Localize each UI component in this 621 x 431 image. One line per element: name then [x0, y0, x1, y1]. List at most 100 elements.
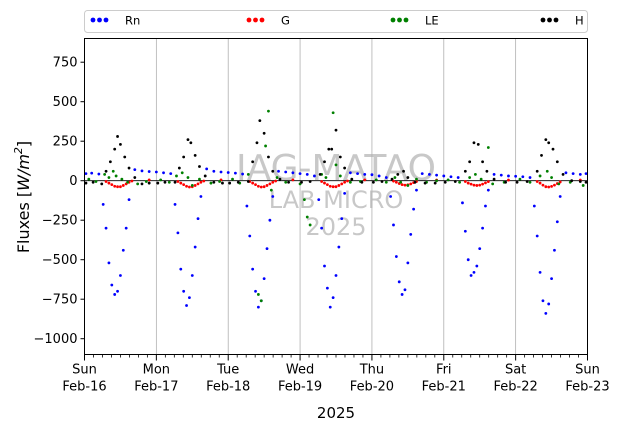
point-h	[267, 155, 270, 159]
point-h	[485, 169, 489, 173]
point-g	[113, 184, 117, 188]
legend-marker	[103, 17, 109, 23]
point-rn	[193, 245, 197, 249]
point-g	[394, 180, 398, 184]
point-rn	[528, 176, 532, 179]
point-rn	[116, 289, 119, 293]
point-rn	[245, 204, 249, 208]
point-g	[475, 184, 479, 187]
point-h	[525, 180, 529, 183]
point-le	[198, 177, 201, 181]
point-rn	[499, 173, 503, 177]
point-rn	[119, 274, 122, 277]
point-h	[544, 138, 548, 142]
point-h	[413, 180, 417, 184]
point-rn	[541, 299, 545, 303]
point-rn	[124, 226, 128, 230]
point-rn	[179, 267, 183, 271]
legend-entry-h: H	[540, 14, 584, 28]
point-rn	[107, 261, 111, 265]
point-rn	[104, 226, 108, 230]
point-h	[177, 166, 181, 170]
grid-lines	[84, 38, 588, 355]
point-rn	[449, 175, 453, 179]
point-h	[203, 174, 207, 178]
point-h	[278, 177, 282, 181]
point-g	[334, 185, 338, 189]
point-g	[196, 182, 200, 186]
point-le	[348, 180, 352, 184]
point-rn	[90, 171, 94, 175]
point-h	[535, 169, 539, 173]
point-rn	[377, 174, 381, 178]
point-rn	[394, 255, 398, 258]
point-rn	[340, 217, 344, 221]
point-rn	[389, 195, 393, 198]
point-rn	[212, 169, 216, 173]
point-h	[402, 169, 405, 173]
point-le	[406, 184, 410, 187]
point-rn	[188, 296, 191, 300]
point-g	[182, 183, 186, 187]
point-rn	[400, 293, 404, 296]
watermark: IAG-MATAO LAB MICRO 2025	[236, 148, 436, 241]
y-axis-label-unit: W/m	[14, 154, 33, 191]
point-le	[136, 182, 140, 186]
point-le	[209, 181, 213, 185]
point-rn	[323, 264, 326, 268]
point-le	[331, 111, 335, 115]
point-rn	[555, 220, 559, 224]
point-g	[538, 181, 542, 185]
point-le	[144, 180, 148, 183]
point-le	[468, 176, 472, 179]
point-le	[308, 223, 312, 227]
point-g	[328, 184, 332, 188]
point-rn	[185, 304, 188, 307]
point-g	[188, 185, 191, 189]
point-g	[553, 183, 556, 187]
point-h	[323, 160, 326, 164]
point-h	[182, 155, 186, 159]
point-rn	[241, 172, 244, 176]
point-h	[221, 181, 224, 185]
point-h	[147, 181, 151, 185]
point-le	[474, 172, 477, 176]
data-marks	[84, 109, 588, 315]
point-g	[130, 179, 134, 183]
point-rn	[415, 188, 418, 192]
point-rn	[486, 188, 490, 192]
point-le	[284, 180, 288, 184]
point-le	[334, 163, 338, 167]
point-h	[140, 182, 144, 186]
point-le	[486, 146, 490, 149]
point-h	[472, 141, 476, 145]
point-rn	[121, 248, 125, 252]
point-g	[325, 183, 329, 187]
point-le	[528, 180, 532, 184]
point-g	[400, 183, 404, 187]
point-le	[581, 184, 585, 187]
point-h	[255, 141, 259, 145]
point-h	[433, 181, 437, 185]
legend-label: LE	[425, 14, 439, 28]
point-h	[163, 180, 167, 184]
point-h	[113, 147, 117, 151]
point-le	[305, 215, 309, 219]
point-g	[104, 180, 108, 183]
point-rn	[571, 172, 575, 175]
point-rn	[475, 264, 479, 268]
point-le	[518, 177, 522, 181]
point-g	[265, 184, 269, 187]
point-rn	[97, 172, 101, 176]
y-tick-label: 250	[53, 135, 78, 150]
point-h	[360, 180, 364, 184]
point-rn	[343, 191, 347, 195]
point-h	[262, 131, 266, 135]
point-le	[557, 182, 561, 186]
point-g	[107, 181, 111, 185]
point-h	[468, 160, 472, 164]
point-rn	[140, 169, 144, 173]
point-le	[545, 169, 549, 173]
point-rn	[428, 172, 431, 176]
x-tick-label-date: Feb-16	[62, 380, 106, 395]
